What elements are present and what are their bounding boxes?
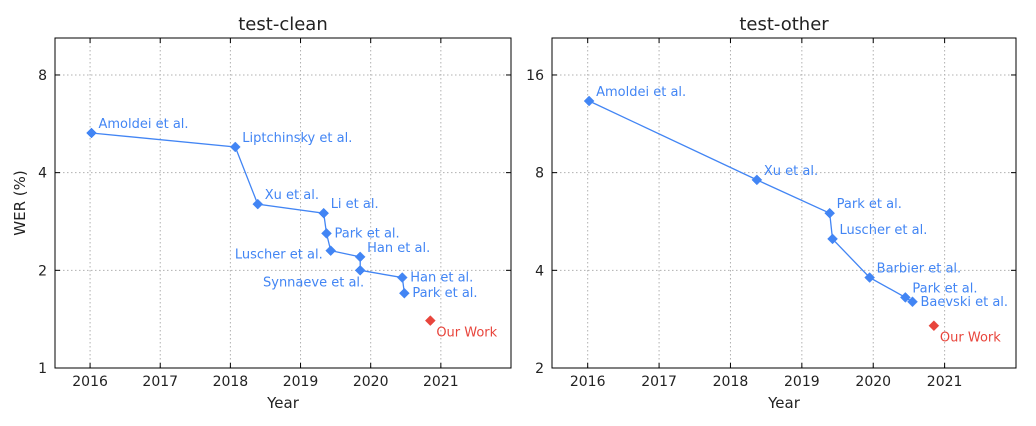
data-point-marker (321, 227, 332, 239)
data-point-label: Luscher et al. (235, 248, 323, 263)
our-work-label: Our Work (436, 326, 497, 341)
data-point-marker (900, 292, 911, 303)
y-axis-label: WER (%) (11, 170, 29, 235)
x-tick-label: 2018 (213, 374, 249, 390)
x-axis-label: Year (767, 394, 801, 412)
data-point-label: Li et al. (331, 197, 379, 212)
y-tick-label: 8 (535, 166, 544, 182)
our-work-marker (928, 320, 940, 332)
x-tick-label: 2016 (570, 374, 606, 390)
y-tick-label: 8 (38, 68, 47, 84)
data-point-marker (907, 296, 918, 308)
x-axis-label: Year (266, 394, 300, 412)
x-tick-label: 2016 (72, 374, 108, 390)
x-tick-label: 2021 (927, 374, 963, 390)
y-tick-label: 16 (526, 68, 544, 84)
data-point-marker (751, 174, 763, 186)
x-tick-label: 2020 (353, 374, 389, 390)
data-point-marker (583, 95, 595, 107)
our-work-label: Our Work (940, 331, 1001, 346)
our-work-marker (424, 315, 436, 326)
chart-title: test-clean (238, 14, 327, 35)
data-point-marker (864, 272, 876, 283)
plot-frame (54, 37, 512, 369)
data-point-label: Luscher et al. (840, 223, 928, 238)
data-point-label: Amoldei et al. (98, 117, 188, 132)
data-point-marker (318, 207, 330, 219)
chart-panel-2: 2016 2017 2018 2019 2020 2021 2 4 8 16 test-other Y… (526, 14, 1017, 412)
chart-title: test-other (739, 14, 829, 35)
data-point-label: Park et al. (912, 281, 977, 296)
x-tick-label: 2017 (142, 374, 178, 390)
data-point-marker (824, 207, 836, 219)
series-line (91, 132, 406, 294)
data-point-label: Amoldei et al. (596, 85, 686, 100)
data-point-label: Xu et al. (764, 164, 818, 179)
y-tick-label: 2 (535, 361, 544, 377)
data-point-marker (396, 272, 408, 283)
y-tick-label: 1 (38, 361, 47, 377)
data-point-label: Park et al. (837, 197, 902, 212)
chart-panel-1: 2016 2017 2018 2019 2020 2021 1 2 4 8 test-clean Ye… (11, 14, 512, 412)
data-point-marker (827, 233, 838, 245)
data-point-marker (354, 251, 366, 263)
y-tick-label: 4 (535, 263, 544, 279)
data-point-label: Synnaeve et al. (263, 275, 364, 290)
y-tick-label: 4 (38, 166, 47, 182)
data-point-label: Xu et al. (265, 188, 319, 203)
x-tick-label: 2019 (784, 374, 820, 390)
x-tick-label: 2020 (855, 374, 891, 390)
x-tick-label: 2019 (283, 374, 319, 390)
data-point-label: Park et al. (412, 286, 477, 301)
data-point-marker (354, 264, 366, 276)
plot-frame (551, 37, 1017, 369)
x-tick-label: 2021 (423, 374, 459, 390)
data-point-marker (252, 198, 264, 210)
data-point-marker (399, 287, 410, 299)
data-point-marker (86, 127, 97, 139)
y-tick-label: 2 (38, 263, 47, 279)
x-tick-label: 2018 (713, 374, 749, 390)
data-point-label: Park et al. (334, 226, 399, 241)
x-tick-label: 2017 (641, 374, 677, 390)
data-point-label: Barbier et al. (877, 262, 962, 277)
data-point-label: Liptchinsky et al. (242, 131, 352, 146)
data-point-marker (229, 141, 241, 153)
data-point-label: Han et al. (410, 271, 473, 286)
data-point-label: Baevski et al. (920, 295, 1008, 310)
data-point-label: Han et al. (367, 241, 430, 256)
data-point-marker (325, 245, 337, 256)
